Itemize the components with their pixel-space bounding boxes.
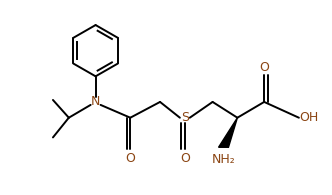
Text: NH₂: NH₂ <box>211 153 235 166</box>
Text: N: N <box>91 95 100 108</box>
Text: S: S <box>181 111 189 124</box>
Text: O: O <box>259 61 269 74</box>
Text: O: O <box>180 152 190 165</box>
Text: OH: OH <box>299 111 318 124</box>
Polygon shape <box>218 118 237 147</box>
Text: O: O <box>125 152 135 165</box>
